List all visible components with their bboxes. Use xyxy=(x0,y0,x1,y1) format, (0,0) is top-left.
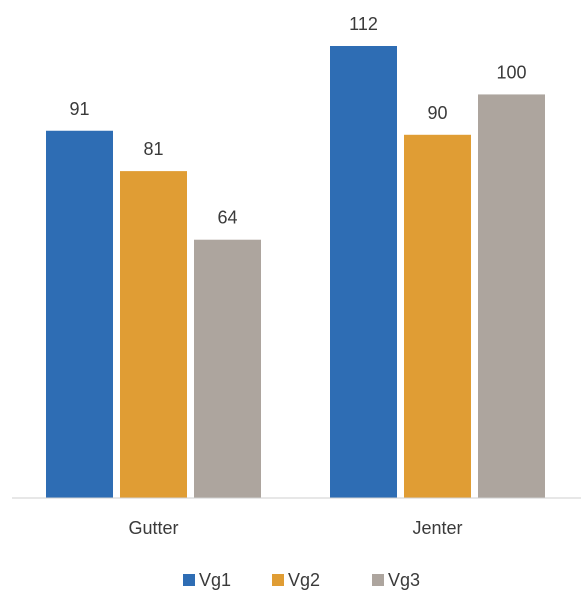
bar-vg1-gutter xyxy=(46,130,113,498)
value-label-vg2-jenter: 90 xyxy=(427,103,447,123)
bar-vg3-gutter xyxy=(194,239,261,498)
bars-layer xyxy=(46,46,545,499)
category-label-gutter: Gutter xyxy=(128,518,178,538)
category-labels-layer: Gutter Jenter xyxy=(128,518,462,538)
legend-label-vg2: Vg2 xyxy=(288,570,320,590)
value-label-vg3-gutter: 64 xyxy=(217,208,237,228)
value-label-vg1-jenter: 112 xyxy=(349,14,378,34)
legend-swatch-vg3 xyxy=(372,574,384,586)
legend-label-vg3: Vg3 xyxy=(388,570,420,590)
bar-vg2-gutter xyxy=(120,171,187,498)
legend: Vg1 Vg2 Vg3 xyxy=(183,570,420,590)
legend-label-vg1: Vg1 xyxy=(199,570,231,590)
bar-vg2-jenter xyxy=(404,134,471,499)
value-label-vg3-jenter: 100 xyxy=(496,62,526,82)
bar-vg3-jenter xyxy=(478,94,545,498)
value-label-vg2-gutter: 81 xyxy=(143,139,163,159)
value-label-vg1-gutter: 91 xyxy=(69,99,89,119)
bar-vg1-jenter xyxy=(330,46,397,498)
value-labels-layer: 91 81 64 112 90 100 xyxy=(69,14,526,228)
legend-swatch-vg2 xyxy=(272,574,284,586)
category-label-jenter: Jenter xyxy=(412,518,462,538)
legend-swatch-vg1 xyxy=(183,574,195,586)
